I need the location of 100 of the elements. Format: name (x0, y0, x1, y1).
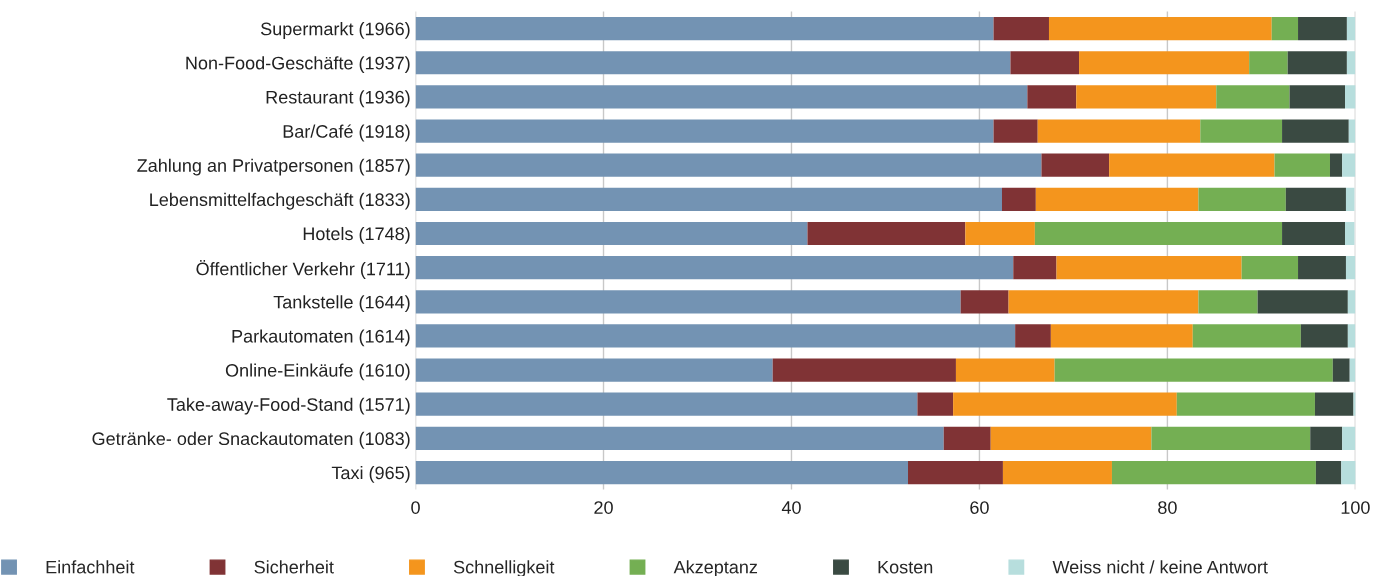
y-tick-label: Bar/Café (1918) (283, 124, 410, 142)
y-tick-label: Restaurant (1936) (266, 90, 410, 108)
bar (1329, 153, 1343, 177)
bar (1282, 221, 1346, 246)
x-tick-label: 40 (781, 501, 801, 514)
bar (1192, 324, 1301, 348)
legend-label: Einfachheit (46, 560, 135, 574)
bar (1034, 221, 1283, 246)
bar (1315, 460, 1342, 485)
bar (1271, 16, 1299, 41)
bar (1176, 392, 1315, 416)
legend-label: Kosten (878, 560, 933, 574)
y-tick-label: Lebensmittelfachgeschäft (1833) (150, 192, 410, 210)
bar (1027, 85, 1077, 109)
bar (965, 221, 1035, 246)
bar (1298, 256, 1346, 280)
bar (415, 187, 1002, 211)
y-tick-label: Getränke- oder Snackautomaten (1083) (92, 431, 410, 449)
bar (1345, 256, 1356, 280)
bar (1342, 153, 1356, 177)
bar (1345, 187, 1355, 211)
bar (415, 153, 1042, 177)
bar (1347, 324, 1356, 348)
bar (415, 392, 918, 416)
bar (1216, 85, 1290, 109)
bar (415, 256, 1014, 280)
bar (1341, 460, 1356, 485)
y-tick-label: Non-Food-Geschäfte (1937) (186, 56, 410, 74)
x-tick-label: 100 (1341, 501, 1370, 514)
legend-label: Sicherheit (254, 560, 334, 574)
y-tick-label: Zahlung an Privatpersonen (1857) (137, 158, 410, 176)
bar (1346, 16, 1356, 41)
bar (955, 358, 1055, 382)
legend-label: Weiss nicht / keine Antwort (1052, 560, 1268, 574)
y-tick-label: Hotels (1748) (303, 226, 410, 244)
y-tick-label: Taxi (965) (331, 465, 410, 483)
bar (1050, 324, 1193, 348)
bar (993, 119, 1038, 143)
bar (415, 51, 1011, 75)
bar (772, 358, 956, 382)
bar (1048, 16, 1272, 41)
bar (993, 16, 1049, 41)
bar (1347, 290, 1356, 314)
bar (1241, 256, 1299, 280)
x-tick-label: 80 (1158, 501, 1177, 514)
bar (1346, 51, 1356, 75)
bar (1079, 51, 1250, 75)
bar (1285, 187, 1346, 211)
bar (1342, 426, 1356, 450)
bar (1151, 426, 1311, 450)
bar (415, 290, 961, 314)
bar (1257, 290, 1348, 314)
bar (943, 426, 991, 450)
bar (1348, 119, 1356, 143)
bar (1349, 358, 1356, 382)
bar (1249, 51, 1288, 75)
y-tick-label: Parkautomaten (1614) (232, 329, 410, 347)
bar (1198, 187, 1286, 211)
bar (1345, 85, 1356, 109)
bar (1332, 358, 1350, 382)
y-tick-label: Online-Einkäufe (1610) (225, 363, 410, 381)
bar (960, 290, 1009, 314)
bar (1015, 324, 1051, 348)
bar (415, 324, 1016, 348)
bar (1111, 460, 1316, 485)
bar (415, 460, 909, 485)
bar (1314, 392, 1354, 416)
bar (990, 426, 1152, 450)
bar (953, 392, 1177, 416)
bar (415, 426, 944, 450)
bar (1345, 221, 1355, 246)
bar (1013, 256, 1057, 280)
bar (415, 119, 994, 143)
y-tick-label: Supermarkt (1966) (261, 22, 410, 39)
bar (1282, 119, 1349, 143)
y-tick-label: Take-away-Food-Stand (1571) (167, 397, 410, 415)
bar (1035, 187, 1199, 211)
bar (415, 358, 773, 382)
bar (1274, 153, 1330, 177)
bar (1200, 119, 1283, 143)
bar (1300, 324, 1348, 348)
x-tick-label: 60 (970, 501, 989, 514)
bar (1056, 256, 1242, 280)
y-tick-label: Tankstelle (1644) (273, 295, 410, 313)
x-tick-label: 0 (411, 501, 420, 514)
bar (1041, 153, 1110, 177)
bar (1037, 119, 1201, 143)
x-tick-label: 20 (594, 501, 613, 514)
bar (1008, 290, 1199, 314)
bar (1001, 187, 1036, 211)
bar (917, 392, 954, 416)
bar (1002, 460, 1112, 485)
bar (908, 460, 1003, 485)
bar (1076, 85, 1217, 109)
bar (1010, 51, 1080, 75)
bar (1353, 392, 1356, 416)
y-tick-label: Öffentlicher Verkehr (1711) (196, 260, 410, 279)
bar (1298, 16, 1347, 41)
bar (415, 85, 1028, 109)
bar (807, 221, 966, 246)
